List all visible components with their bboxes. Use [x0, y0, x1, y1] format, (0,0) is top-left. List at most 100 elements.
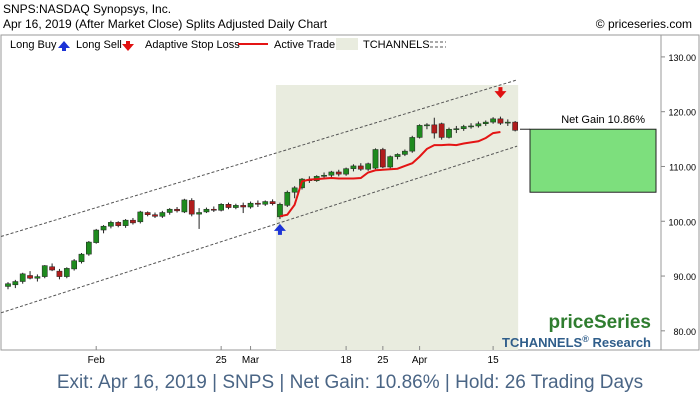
candle-body [63, 268, 70, 277]
candle-body [394, 154, 401, 157]
footer-hold: Hold: 26 Trading Days [455, 372, 644, 393]
candle-body [431, 124, 438, 134]
footer-sep-2: | [274, 372, 290, 393]
candle-body [188, 200, 195, 215]
candle-body [291, 187, 298, 193]
y-tick-label: 90.00 [673, 272, 696, 282]
y-tick-label: 80.00 [673, 327, 696, 337]
tchannel-lower-line [0, 145, 518, 314]
axes-layer: 80.00 90.00 100.00 110.00 120.00 130.00 Feb 25 M… [88, 53, 696, 366]
candle-body [321, 174, 327, 177]
candle-body [277, 204, 283, 218]
sell-signal-arrow [494, 87, 507, 99]
candle-body [100, 225, 107, 231]
footer-sep-1: | [206, 372, 223, 393]
candle-body [115, 222, 122, 226]
trade-summary-footer: Exit: Apr 16, 2019 | SNPS | Net Gain: 10… [0, 372, 700, 400]
candle-body [475, 123, 482, 127]
candle-body [27, 275, 33, 279]
candle-body [152, 214, 158, 217]
legend-adaptive-stop: Adaptive Stop Loss [145, 39, 240, 51]
y-tick-label: 120.00 [668, 108, 696, 118]
legend-long-sell: Long Sell [76, 39, 122, 51]
legend-active-trade: Active Trade [274, 39, 335, 51]
footer-symbol: SNPS [222, 372, 275, 393]
candle-body [196, 212, 202, 215]
stop-loss-layer [279, 131, 501, 218]
candle-body [233, 205, 239, 208]
candle-body [380, 149, 386, 168]
candle-body [372, 149, 379, 169]
x-tick-label: 15 [488, 355, 500, 366]
candle-body [137, 211, 144, 223]
y-tick-label: 130.00 [668, 53, 696, 63]
research-suffix: Research [589, 335, 651, 350]
candle-body [122, 219, 129, 226]
candle-body [497, 118, 504, 124]
candle-body [166, 208, 173, 213]
price-chart: Net Gain 10.86% 80.00 90.00 100.00 110.00 12… [0, 34, 700, 366]
candle-body [93, 229, 100, 243]
candle-body [365, 163, 371, 170]
active-trade-swatch [336, 38, 358, 50]
candle-body [78, 253, 85, 263]
candle-body [416, 125, 423, 138]
tchannel-layer [0, 79, 518, 314]
x-tick-label: Apr [412, 355, 428, 366]
x-tick-label: 25 [216, 355, 228, 366]
right-axis-panel [660, 34, 700, 351]
candle-body [159, 212, 166, 217]
long-sell-icon [122, 41, 134, 51]
candle-body [482, 121, 489, 124]
candle-body [262, 201, 269, 205]
candle-body [387, 156, 394, 168]
active-trade-region [275, 85, 519, 350]
net-gain-label: Net Gain 10.86% [561, 114, 645, 126]
footer-sep-3: | [439, 372, 456, 393]
candle-body [86, 241, 92, 255]
candle-body [460, 126, 467, 129]
footer-exit: Exit: Apr 16, 2019 [56, 372, 207, 393]
candle-body [174, 208, 180, 212]
candle-body [5, 283, 11, 287]
candle-body [350, 165, 357, 169]
footer-net-gain: Net Gain: 10.86% [289, 372, 440, 393]
x-tick-label: 18 [341, 355, 353, 366]
candle-body [512, 121, 518, 131]
candle-body [19, 273, 26, 282]
y-tick-label: 100.00 [668, 217, 696, 227]
candle-body [247, 202, 254, 208]
x-tick-label: 25 [377, 355, 389, 366]
candle-body [12, 281, 19, 286]
y-tick-label: 110.00 [669, 162, 696, 172]
buy-signal-arrow [273, 223, 286, 235]
copyright-label: © priceseries.com [595, 17, 692, 31]
candle-body [210, 208, 217, 211]
tchannels-research-label: TCHANNELS® Research [502, 334, 651, 350]
candle-body [438, 123, 445, 138]
chart-subtitle: Apr 16, 2019 (After Market Close) Splits… [3, 17, 328, 31]
candle-body [269, 201, 276, 204]
candle-body [130, 219, 136, 224]
candle-body [504, 121, 511, 124]
candle-body [218, 204, 225, 211]
candle-body [357, 165, 364, 170]
candle-body [71, 260, 78, 270]
candle-body [424, 124, 430, 127]
candle-body [402, 150, 408, 155]
candle-body [56, 270, 63, 277]
candle-body [240, 205, 247, 208]
candle-body [255, 202, 261, 205]
gain-layer: Net Gain 10.86% [520, 114, 657, 193]
signals-layer [273, 87, 507, 235]
candle-body [144, 212, 151, 215]
adaptive-stop-line [279, 131, 501, 218]
active-trade-layer [275, 85, 519, 350]
candle-body [284, 191, 291, 206]
candle-body [343, 168, 349, 175]
research-reg: ® [582, 334, 589, 344]
priceseries-logo: priceSeries [549, 312, 651, 333]
legend: Long Buy Long Sell Adaptive Stop Loss Ac… [10, 38, 446, 51]
candle-body [181, 199, 188, 213]
candle-body [409, 137, 416, 152]
